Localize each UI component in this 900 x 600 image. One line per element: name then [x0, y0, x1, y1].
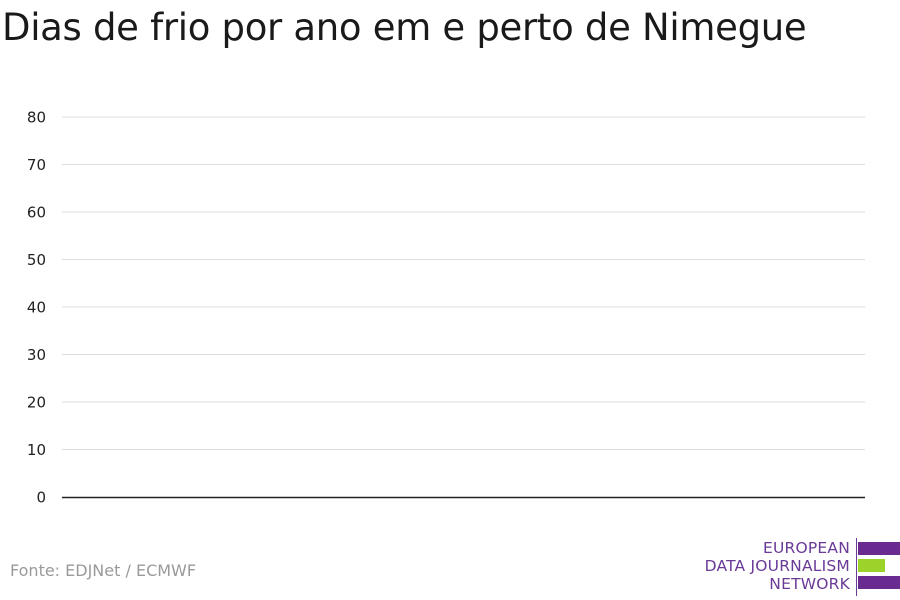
source-note: Fonte: EDJNet / ECMWF [10, 561, 197, 580]
logo-band-top [858, 542, 900, 555]
grid-lines [62, 116, 865, 450]
y-tick-label: 20 [27, 394, 46, 412]
logo-band-middle [858, 559, 885, 572]
edjnet-logo: EUROPEAN DATA JOURNALISM NETWORK [700, 538, 900, 596]
y-tick-label: 40 [27, 299, 46, 317]
y-tick-label: 10 [27, 441, 46, 459]
logo-line-2: DATA JOURNALISM [704, 557, 850, 575]
logo-divider [856, 538, 857, 596]
y-axis: 0 10 20 30 40 50 60 70 80 [27, 109, 46, 507]
logo-line-1: EUROPEAN [762, 539, 850, 557]
logo-line-3: NETWORK [769, 575, 850, 593]
y-tick-label: 60 [27, 204, 46, 222]
y-tick-label: 80 [27, 109, 46, 127]
y-tick-label: 0 [36, 489, 46, 507]
chart-title: Dias de frio por ano em e perto de Nimeg… [2, 6, 807, 49]
y-tick-label: 50 [27, 251, 46, 269]
logo-band-bottom [858, 576, 900, 589]
x-axis: 19001929195919892018 [62, 496, 865, 499]
y-tick-label: 30 [27, 346, 46, 364]
y-tick-label: 70 [27, 156, 46, 174]
